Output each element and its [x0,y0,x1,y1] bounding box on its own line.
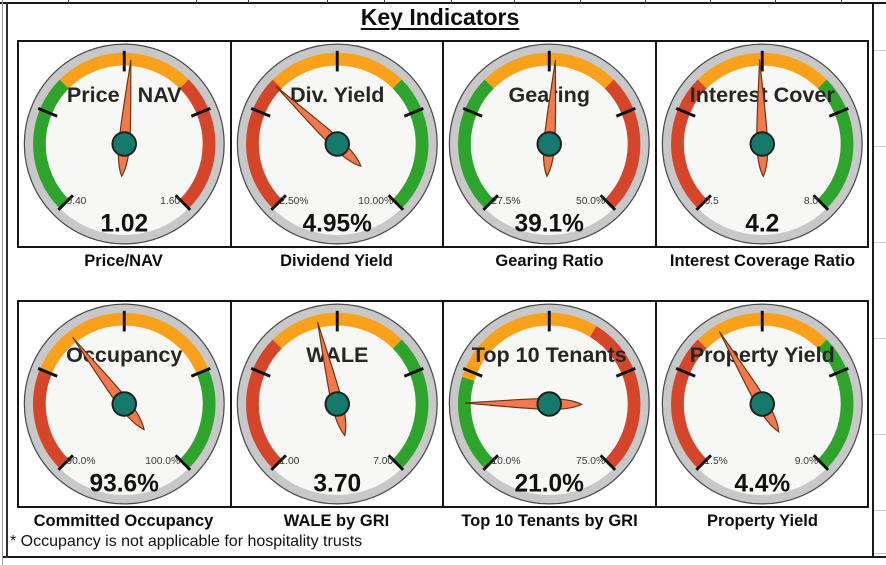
svg-text:1.60: 1.60 [160,196,180,207]
gauge-property-yield: Property Yield 1.5% 9.0% 4.4% [657,302,868,506]
caption-dividend-yield: Dividend Yield [280,252,393,270]
svg-text:0.40: 0.40 [66,196,86,207]
svg-text:Top 10 Tenants: Top 10 Tenants [472,342,627,367]
svg-text:1.00: 1.00 [279,456,299,467]
page-title: Key Indicators [360,4,520,30]
gauge-needle [316,321,350,437]
svg-text:50.0%: 50.0% [576,196,605,207]
gauge-needle [749,59,775,178]
sheet-right-border [872,2,874,558]
gauge-row-bottom: Occupancy 90.0% 100.0% 93.6% WALE 1.00 7.00 3.… [17,300,869,508]
caption-wale: WALE by GRI [283,512,390,530]
footnote: * Occupancy is not applicable for hospit… [10,533,363,550]
gauge-interest-coverage: Interest Cover 0.5 8.0 4.2 [657,42,868,246]
caption-interest-coverage: Interest Coverage Ratio [669,252,856,270]
svg-text:4.2: 4.2 [745,210,779,237]
svg-text:7.00: 7.00 [373,456,393,467]
svg-text:4.4%: 4.4% [734,470,790,497]
gauge-needle [718,331,779,433]
gauge-price-nav: Price / NAV 0.40 1.60 1.02 [19,42,232,246]
sheet-top-border [0,2,886,4]
gauge-row-top: Price / NAV 0.40 1.60 1.02 Div. Yield 2.50% 1… [17,40,869,248]
svg-text:10.0%: 10.0% [491,456,520,467]
svg-text:4.95%: 4.95% [302,210,372,237]
caption-top10-tenants: Top 10 Tenants by GRI [461,512,638,530]
gauge-committed-occupancy: Occupancy 90.0% 100.0% 93.6% [19,302,232,506]
svg-text:39.1%: 39.1% [515,210,585,237]
gauge-dial-svg: Div. Yield 2.50% 10.00% 4.95% [236,43,438,245]
sheet-left-border [6,2,8,558]
caption-committed-occupancy: Committed Occupancy [33,512,214,530]
svg-text:8.0: 8.0 [803,196,818,207]
gauge-needle [536,59,562,178]
svg-text:1.5%: 1.5% [704,456,727,467]
svg-text:21.0%: 21.0% [515,470,585,497]
gauge-dial-svg: WALE 1.00 7.00 3.70 [236,303,438,505]
svg-text:9.0%: 9.0% [794,456,817,467]
caption-price-nav: Price/NAV [84,252,163,270]
caption-row-bottom: Committed Occupancy WALE by GRI Top 10 T… [17,512,869,531]
svg-text:1.02: 1.02 [100,210,148,237]
svg-text:3.70: 3.70 [313,470,361,497]
svg-text:90.0%: 90.0% [66,456,95,467]
gauge-needle [111,59,137,178]
sheet-bottom-border [2,556,886,558]
caption-gearing-ratio: Gearing Ratio [495,252,604,270]
gauge-dial-svg: Top 10 Tenants 10.0% 75.0% 21.0% [448,303,650,505]
svg-text:Property Yield: Property Yield [689,342,834,367]
gauge-dial-svg: Property Yield 1.5% 9.0% 4.4% [661,303,863,505]
svg-text:27.5%: 27.5% [491,196,520,207]
gauge-needle [274,85,362,168]
svg-text:75.0%: 75.0% [576,456,605,467]
caption-row-top: Price/NAV Dividend Yield Gearing Ratio I… [17,252,869,271]
gauge-gearing-ratio: Gearing 27.5% 50.0% 39.1% [444,42,657,246]
svg-text:Div. Yield: Div. Yield [290,82,384,107]
gauge-wale: WALE 1.00 7.00 3.70 [232,302,444,506]
caption-property-yield: Property Yield [707,512,818,530]
gauge-dividend-yield: Div. Yield 2.50% 10.00% 4.95% [232,42,444,246]
gauge-top10-tenants: Top 10 Tenants 10.0% 75.0% 21.0% [444,302,657,506]
svg-text:100.0%: 100.0% [145,456,180,467]
svg-text:93.6%: 93.6% [90,470,160,497]
gauge-needle [464,391,583,417]
svg-text:2.50%: 2.50% [279,196,308,207]
gauge-needle [72,336,145,431]
svg-text:0.5: 0.5 [704,196,719,207]
svg-text:10.00%: 10.00% [358,196,393,207]
svg-text:WALE: WALE [306,342,368,367]
sheet-left-gridline [2,0,3,565]
